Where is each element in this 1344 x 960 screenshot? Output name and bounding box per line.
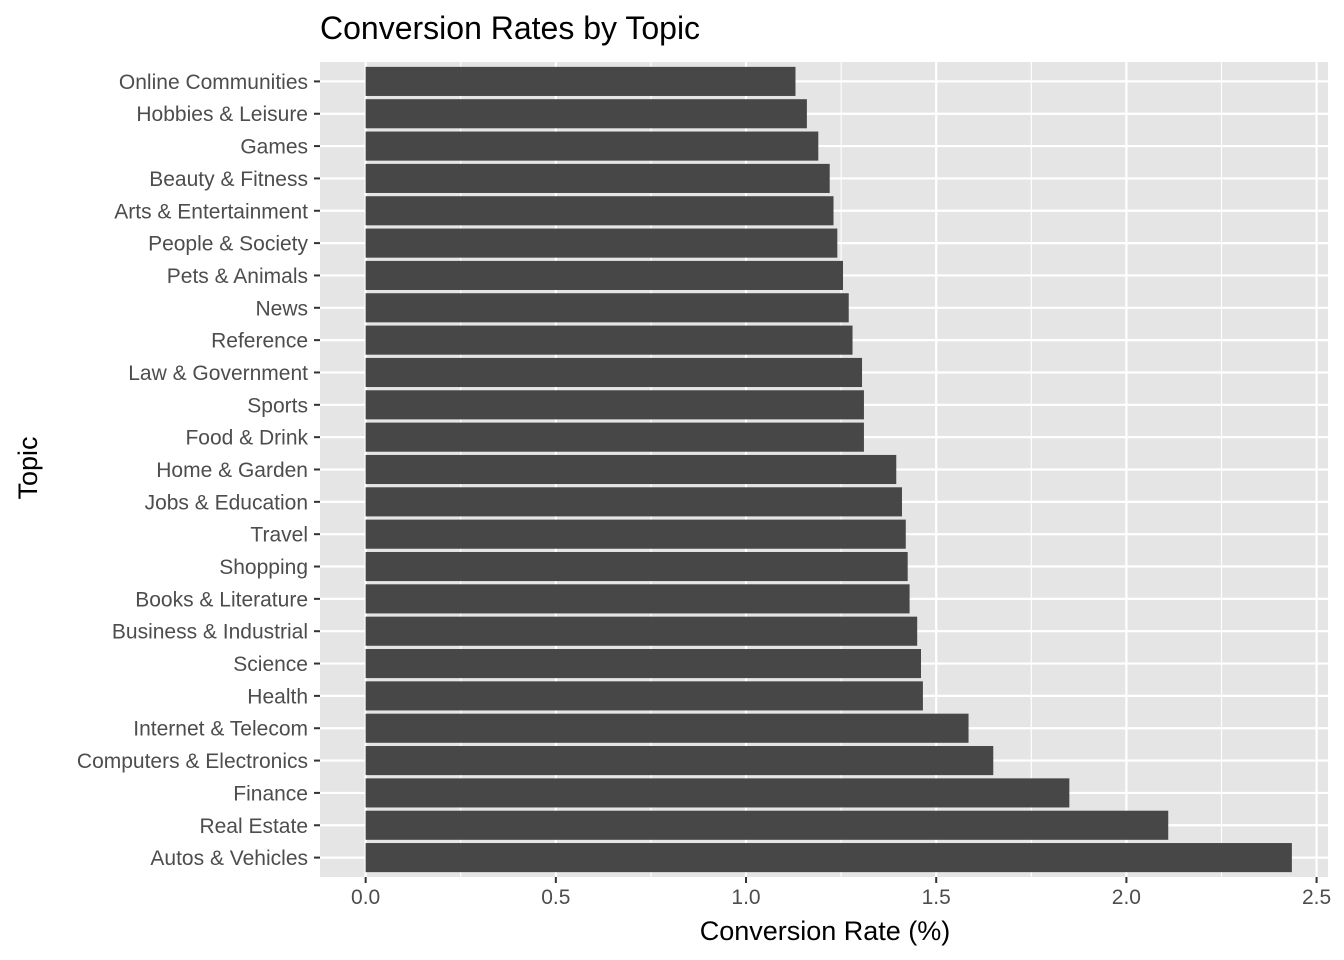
bar — [365, 196, 834, 226]
y-tick-label: Games — [240, 136, 308, 159]
bar — [365, 746, 994, 776]
bar — [365, 163, 830, 193]
bar — [365, 487, 902, 517]
y-tick-label: Jobs & Education — [145, 491, 308, 514]
y-tick-label: Business & Industrial — [112, 621, 308, 644]
y-tick-label: Real Estate — [199, 815, 308, 838]
x-axis: 0.0 0.5 1.0 1.5 2.0 2.5 — [351, 877, 1331, 909]
y-tick-label: Internet & Telecom — [133, 718, 308, 741]
y-tick-label: Science — [233, 653, 308, 676]
y-tick-label: Computers & Electronics — [77, 750, 308, 773]
bar — [365, 616, 918, 646]
bar — [365, 422, 864, 452]
bar — [365, 648, 921, 679]
bar — [365, 66, 796, 96]
y-tick-label: Arts & Entertainment — [114, 200, 308, 223]
y-tick-label: People & Society — [148, 233, 308, 256]
x-tick-label: 2.5 — [1302, 886, 1331, 909]
y-axis-title: Topic — [13, 436, 43, 499]
y-tick-label: Pets & Animals — [167, 265, 308, 288]
x-tick-label: 0.0 — [351, 886, 380, 909]
y-tick-label: Reference — [211, 330, 308, 353]
bar — [365, 260, 844, 291]
chart-title: Conversion Rates by Topic — [320, 10, 700, 46]
bar — [365, 390, 864, 420]
y-tick-label: Home & Garden — [156, 459, 308, 482]
bar — [365, 454, 897, 485]
bar — [365, 519, 906, 549]
y-axis: Online Communities Hobbies & Leisure Games… — [77, 71, 320, 870]
bar — [365, 228, 838, 258]
bar — [365, 778, 1070, 808]
bar — [365, 325, 853, 355]
bar — [365, 131, 819, 161]
bars-group — [365, 66, 1292, 873]
x-axis-title: Conversion Rate (%) — [700, 916, 951, 946]
x-tick-label: 1.0 — [731, 886, 760, 909]
bar — [365, 843, 1292, 873]
y-tick-label: Health — [247, 685, 308, 708]
y-tick-label: Books & Literature — [135, 588, 308, 611]
y-tick-label: Hobbies & Leisure — [136, 103, 308, 126]
bar — [365, 681, 923, 711]
bar — [365, 551, 908, 582]
y-tick-label: Autos & Vehicles — [150, 847, 308, 870]
y-tick-label: Online Communities — [119, 71, 308, 94]
y-tick-label: Sports — [247, 394, 308, 417]
x-tick-label: 2.0 — [1112, 886, 1141, 909]
y-tick-label: Travel — [250, 524, 308, 547]
x-tick-label: 0.5 — [541, 886, 570, 909]
bar — [365, 99, 807, 129]
y-tick-label: Law & Government — [128, 362, 308, 385]
bar — [365, 713, 969, 743]
bar — [365, 357, 863, 388]
y-tick-label: Shopping — [219, 556, 308, 579]
y-tick-label: Food & Drink — [185, 427, 308, 450]
bar — [365, 584, 910, 614]
bar — [365, 293, 849, 323]
bar — [365, 810, 1169, 840]
y-tick-label: Beauty & Fitness — [149, 168, 308, 191]
x-tick-label: 1.5 — [922, 886, 951, 909]
y-tick-label: Finance — [233, 782, 308, 805]
y-tick-label: News — [255, 297, 308, 320]
